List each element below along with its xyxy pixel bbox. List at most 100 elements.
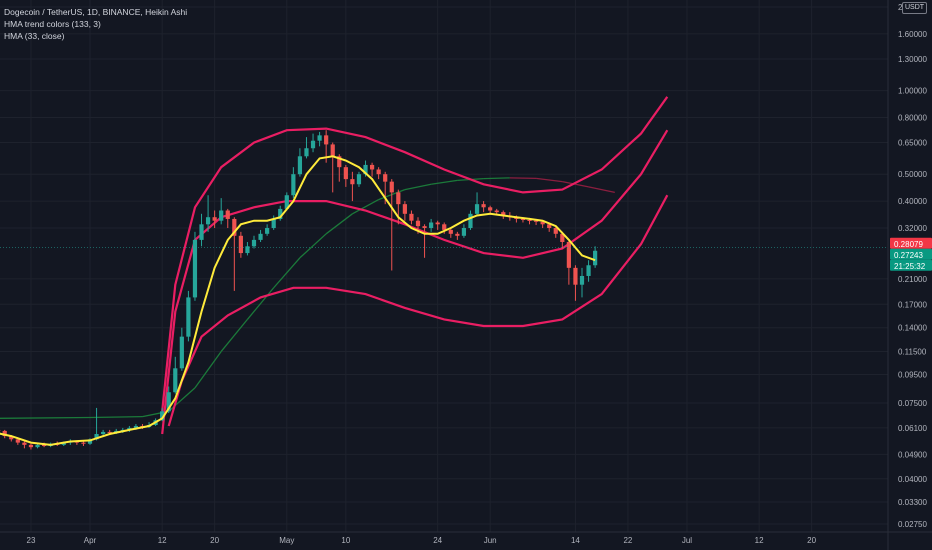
candle-body [448,229,453,234]
candle[interactable] [376,167,381,180]
candle[interactable] [579,267,585,298]
candle-body [547,224,552,229]
candle[interactable] [573,265,578,301]
candle[interactable] [540,220,545,229]
candle[interactable] [81,441,86,447]
y-tick-label: 1.60000 [898,30,927,39]
candle-body [481,204,486,208]
candle[interactable] [481,201,486,213]
candle[interactable] [343,164,348,187]
candle-body [22,442,27,445]
candle-body [310,140,316,149]
candle-body [409,213,414,221]
candle[interactable] [488,205,493,214]
candle[interactable] [297,148,303,177]
candle[interactable] [35,443,40,449]
candle[interactable] [560,231,565,249]
y-tick-label: 1.30000 [898,55,927,64]
candle-body [258,233,263,240]
candle[interactable] [101,429,106,437]
candle-body [474,204,480,214]
candle[interactable] [455,231,460,240]
candle[interactable] [186,290,191,342]
candle[interactable] [28,443,34,450]
y-tick-label: 0.14000 [898,324,927,333]
candle[interactable] [369,162,375,177]
candle[interactable] [15,438,20,445]
candle[interactable] [586,260,591,282]
candle-body [225,210,230,219]
candle-body [212,217,217,221]
hma-trend-segment [562,181,589,188]
candle-body [251,239,257,247]
y-tick-label: 0.11500 [898,347,927,356]
candle[interactable] [232,217,237,291]
candle[interactable] [284,192,289,211]
candle-body [429,222,434,229]
y-tick-label: 0.50000 [898,170,927,179]
candle[interactable] [291,167,296,199]
candle[interactable] [566,239,571,285]
candle-body [593,250,598,266]
x-tick-label: 12 [755,536,764,545]
candle[interactable] [304,137,309,159]
candle[interactable] [553,226,558,238]
candle[interactable] [448,228,453,238]
candle-body [415,220,421,227]
candle[interactable] [396,189,401,225]
y-tick-label: 0.65000 [898,139,927,148]
candle[interactable] [22,441,27,449]
candle[interactable] [593,246,598,268]
candle[interactable] [87,438,93,445]
candle[interactable] [245,241,250,256]
x-tick-label: 14 [571,536,580,545]
candle[interactable] [429,218,434,232]
candle[interactable] [402,201,407,221]
candle[interactable] [238,231,243,258]
candle[interactable] [350,171,355,202]
candle[interactable] [219,198,224,225]
candle[interactable] [461,224,467,238]
candle[interactable] [389,179,394,271]
candle[interactable] [205,195,211,232]
candle[interactable] [310,133,316,153]
candle[interactable] [468,210,473,230]
candle[interactable] [179,327,184,371]
candle[interactable] [173,356,178,394]
candle-body [28,444,34,448]
candle[interactable] [212,210,217,229]
candle-body [173,368,178,393]
candle[interactable] [94,407,99,441]
candle[interactable] [192,231,198,301]
candle[interactable] [409,210,414,225]
y-tick-label: 0.32000 [898,224,927,233]
indicator-hma-trend-label[interactable]: HMA trend colors (133, 3) [4,19,101,29]
candle[interactable] [317,131,322,147]
channel-lower-line [167,194,669,427]
candle-body [304,148,309,157]
candle[interactable] [356,171,362,187]
candle[interactable] [330,142,335,193]
currency-badge[interactable]: USDT [902,2,928,14]
candle[interactable] [422,224,427,258]
candle[interactable] [199,213,204,247]
indicator-hma-33-label[interactable]: HMA (33, close) [4,31,65,41]
candle-body [101,431,106,434]
candle[interactable] [474,192,480,216]
x-axis[interactable]: 23 Apr 12 20 May 10 24 Jun 14 22 Jul 12 20 [27,536,817,545]
candle[interactable] [258,229,263,242]
candle-body [87,439,93,444]
candle[interactable] [271,215,276,230]
candle-body [579,275,585,285]
hma-trend-line [0,177,615,419]
candle[interactable] [251,235,257,249]
symbol-title[interactable]: Dogecoin / TetherUS, 1D, BINANCE, Heikin… [4,7,188,17]
candle-body [9,436,14,440]
candle[interactable] [435,220,440,230]
x-tick-label: 24 [433,536,442,545]
price-tag-label: 0.27243 [894,251,923,260]
candle[interactable] [225,208,230,229]
candle[interactable] [265,224,270,236]
